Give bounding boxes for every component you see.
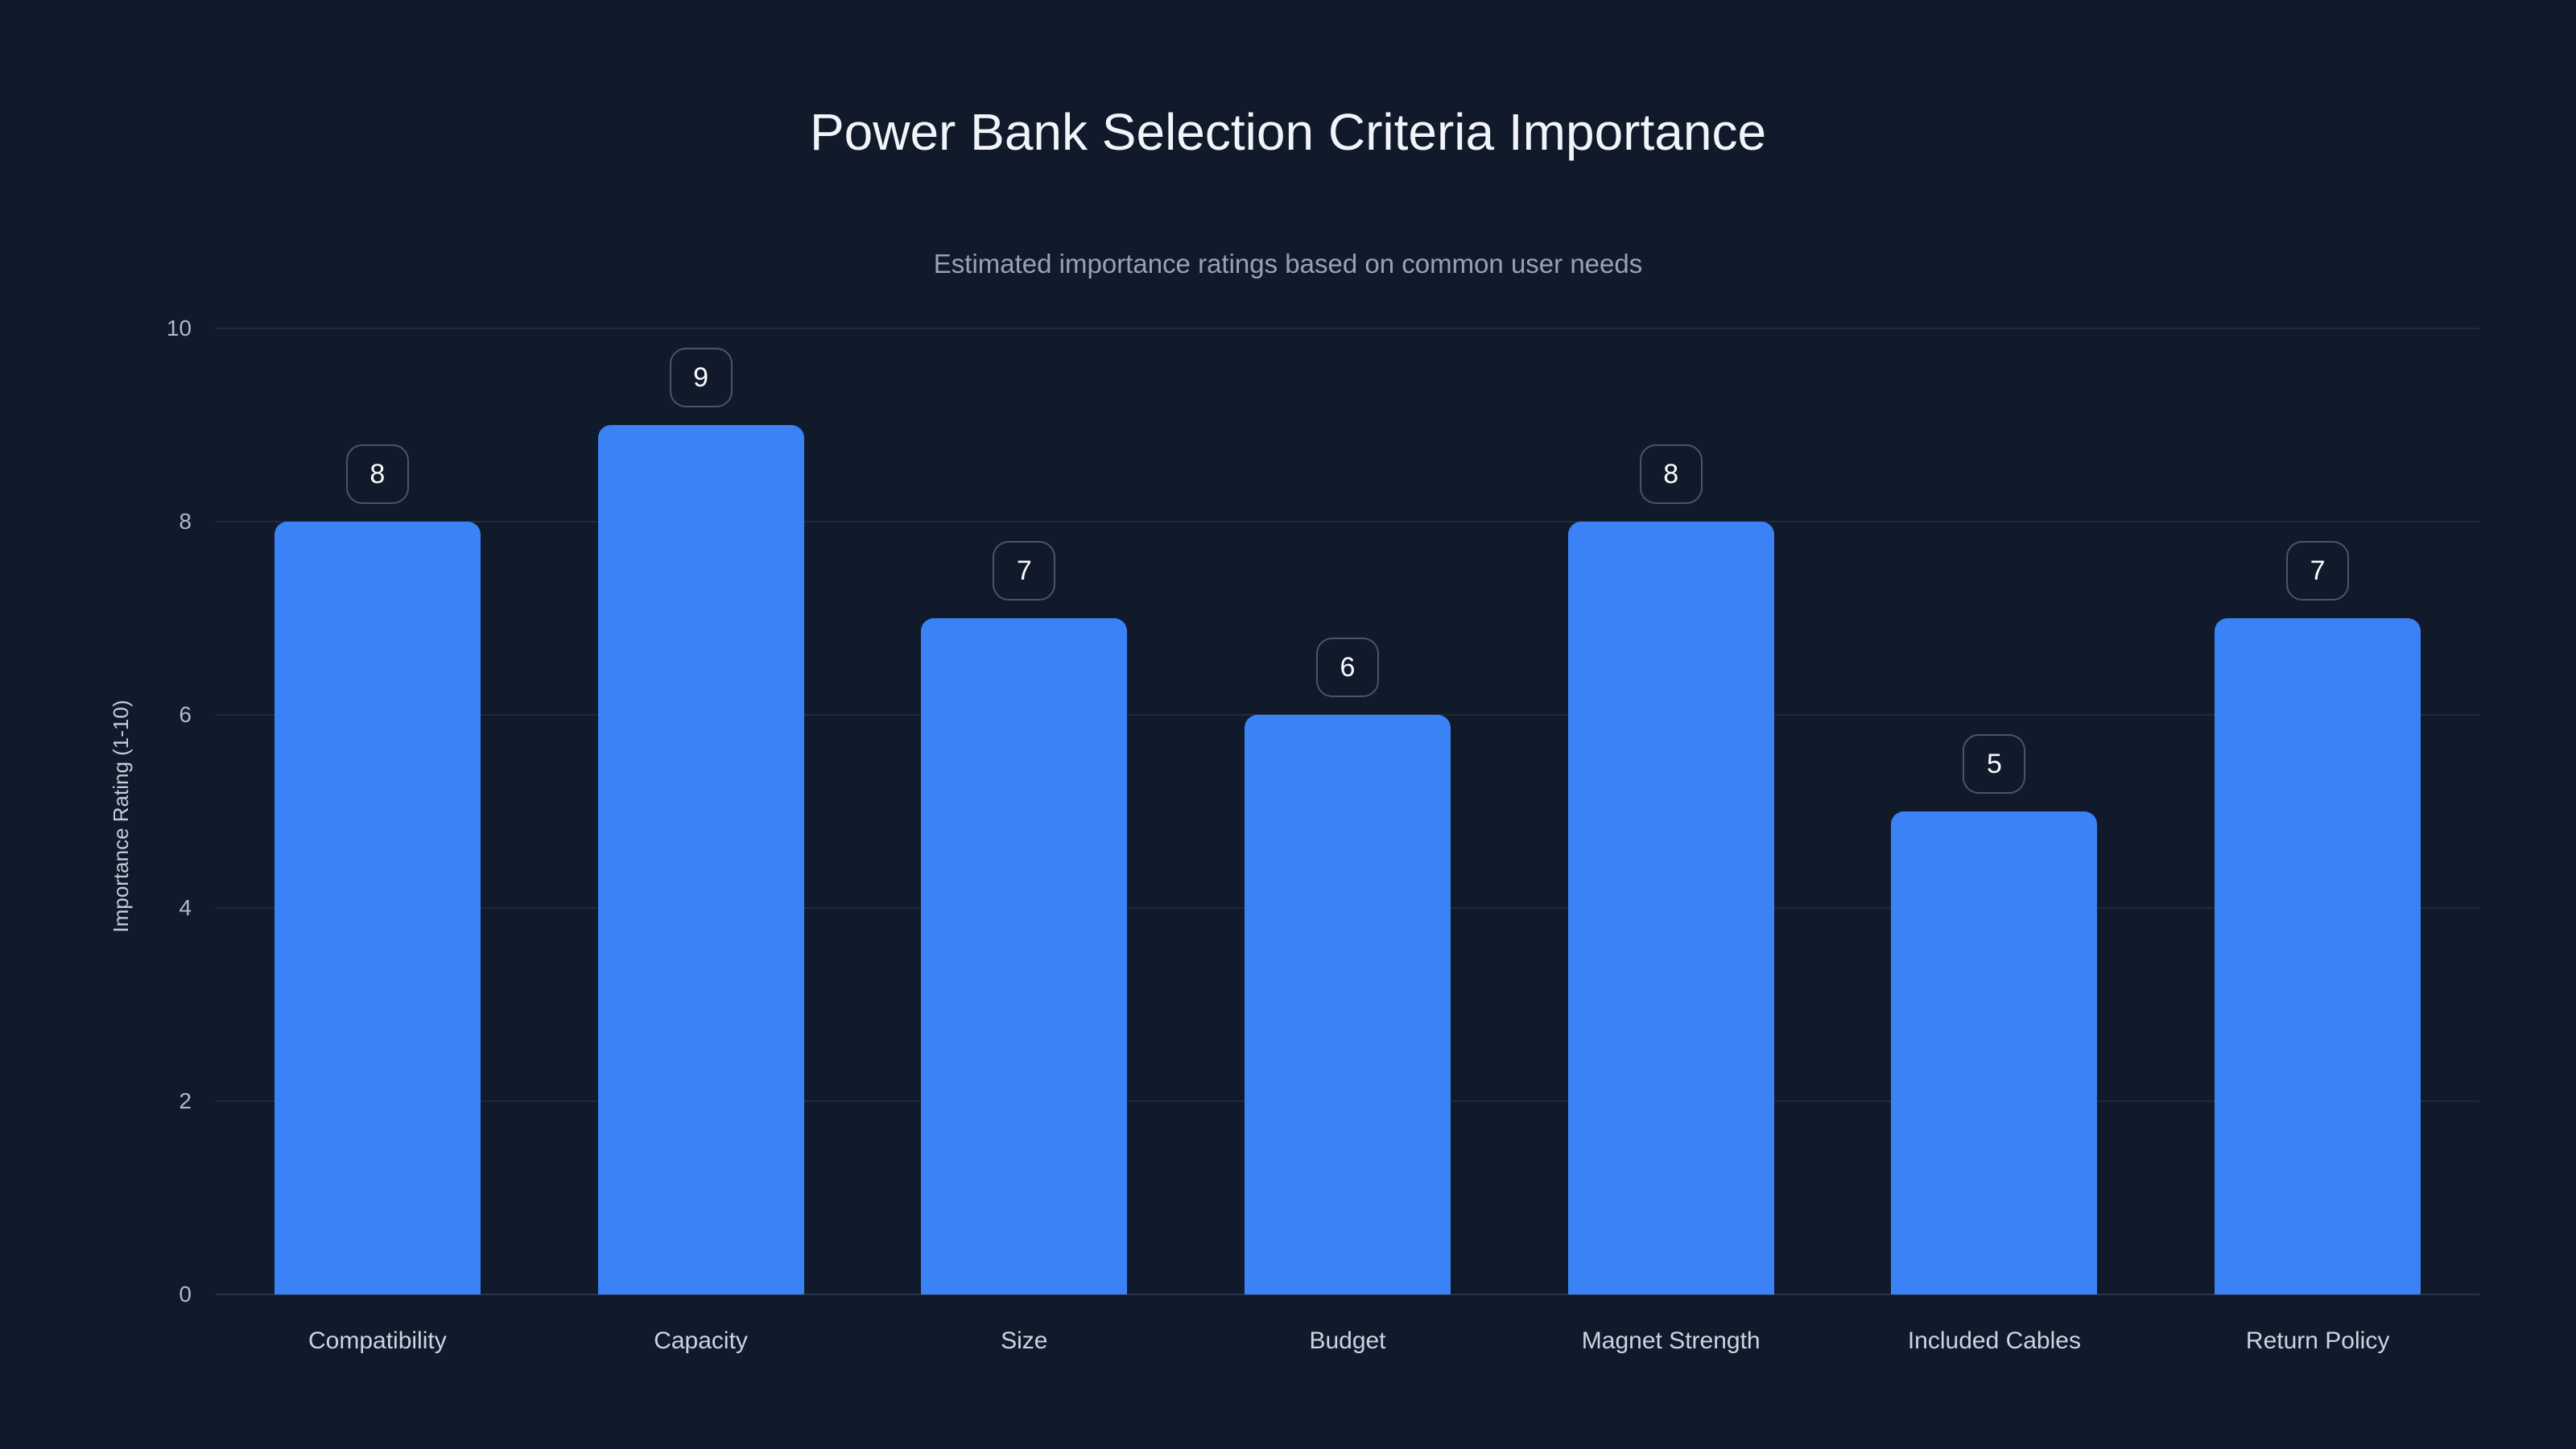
x-category-label: Magnet Strength xyxy=(1581,1327,1761,1354)
gridline xyxy=(216,1294,2479,1295)
y-tick-label: 2 xyxy=(179,1088,192,1113)
bar-capacity[interactable] xyxy=(597,425,804,1294)
gridline xyxy=(216,521,2479,522)
bar-included-cables[interactable] xyxy=(1891,811,2098,1294)
y-tick-label: 10 xyxy=(166,316,192,341)
chart-subtitle: Estimated importance ratings based on co… xyxy=(933,249,1643,279)
value-badge: 8 xyxy=(1639,444,1703,504)
x-category-label: Compatibility xyxy=(308,1327,447,1354)
y-tick-label: 6 xyxy=(179,702,192,727)
bar-return-policy[interactable] xyxy=(2215,618,2421,1294)
y-tick-label: 8 xyxy=(179,509,192,534)
value-badge: 7 xyxy=(993,541,1056,601)
x-category-label: Included Cables xyxy=(1907,1327,2081,1354)
value-badge: 6 xyxy=(1316,638,1379,697)
bar-magnet-strength[interactable] xyxy=(1567,522,1774,1294)
value-badge: 9 xyxy=(669,348,733,407)
y-tick-label: 0 xyxy=(179,1282,192,1307)
x-category-label: Capacity xyxy=(654,1327,748,1354)
gridline xyxy=(216,328,2479,329)
bar-compatibility[interactable] xyxy=(274,522,481,1294)
bar-budget[interactable] xyxy=(1245,715,1451,1294)
value-badge: 8 xyxy=(345,444,409,504)
value-badge: 5 xyxy=(1963,734,2026,794)
x-category-label: Budget xyxy=(1309,1327,1386,1354)
x-category-label: Return Policy xyxy=(2245,1327,2390,1354)
y-tick-label: 4 xyxy=(179,895,192,920)
chart-title: Power Bank Selection Criteria Importance xyxy=(809,103,1767,161)
value-badge: 7 xyxy=(2286,541,2350,601)
x-category-label: Size xyxy=(1001,1327,1048,1354)
bar-size[interactable] xyxy=(921,618,1128,1294)
